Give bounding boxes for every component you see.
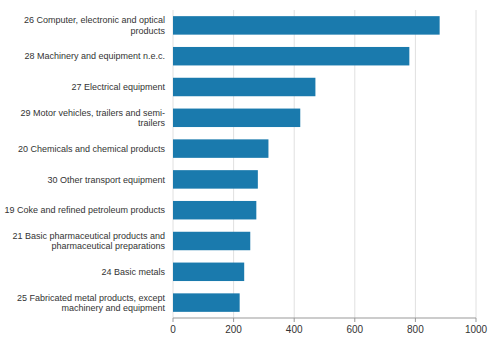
category-label: 24 Basic metals [101, 267, 165, 277]
chart: 0 200 400 600 800 1000 25 Fabricated metal pro… [0, 0, 492, 344]
grid-line [415, 10, 416, 318]
tick-mark [294, 318, 295, 322]
bar [173, 170, 258, 188]
bar [173, 201, 256, 219]
y-labels: 25 Fabricated metal products, exceptmach… [4, 15, 165, 313]
category-label: 29 Motor vehicles, trailers and semi-tra… [20, 108, 165, 129]
tick-mark [354, 318, 355, 322]
category-label: 30 Other transport equipment [47, 175, 165, 185]
grid [173, 10, 476, 318]
bars [173, 16, 440, 312]
tick-label: 400 [286, 324, 303, 335]
bar [173, 263, 244, 281]
tick-mark [173, 318, 174, 322]
x-ticks: 0 200 400 600 800 1000 [170, 318, 487, 335]
category-label: 21 Basic pharmaceutical products andphar… [12, 231, 165, 252]
bar [173, 109, 300, 127]
category-label: 26 Computer, electronic and opticalprodu… [24, 15, 166, 36]
bar [173, 78, 315, 96]
bar [173, 232, 250, 250]
tick-mark [233, 318, 234, 322]
bar [173, 47, 409, 65]
tick-mark [476, 318, 477, 322]
tick-label: 200 [225, 324, 242, 335]
tick-label: 600 [346, 324, 363, 335]
category-label: 28 Machinery and equipment n.e.c. [24, 51, 165, 61]
tick-label: 0 [170, 324, 176, 335]
category-label: 27 Electrical equipment [71, 82, 165, 92]
bar [173, 139, 268, 157]
bar [173, 16, 440, 34]
bar [173, 293, 240, 311]
category-label: 20 Chemicals and chemical products [18, 144, 166, 154]
category-label: 25 Fabricated metal products, exceptmach… [17, 293, 166, 314]
category-label: 19 Coke and refined petroleum products [4, 205, 165, 215]
x-axis-line [173, 318, 476, 319]
tick-label: 1000 [465, 324, 488, 335]
tick-label: 800 [407, 324, 424, 335]
tick-mark [415, 318, 416, 322]
grid-line [476, 10, 477, 318]
